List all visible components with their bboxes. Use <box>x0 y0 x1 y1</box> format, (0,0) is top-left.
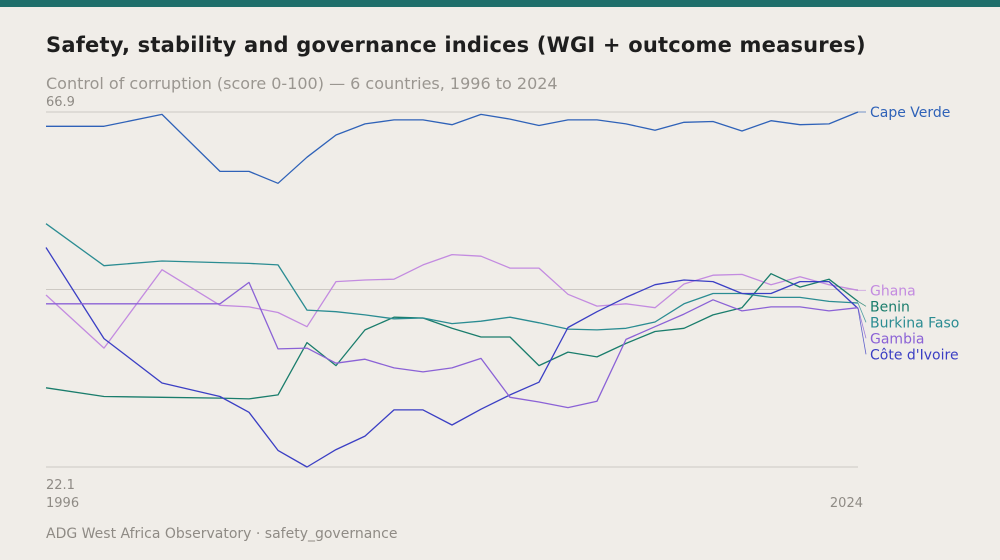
series-line-gambia <box>46 281 859 409</box>
series-label-c-te-d-ivoire: Côte d'Ivoire <box>870 347 959 363</box>
chart-title: Safety, stability and governance indices… <box>46 33 866 57</box>
series-line-c-te-d-ivoire <box>45 247 859 468</box>
series-line-benin <box>45 273 859 400</box>
series-label-gambia: Gambia <box>870 331 924 347</box>
x-tick-label-start: 1996 <box>46 496 79 511</box>
series-line-cape-verde <box>46 111 859 184</box>
series-line-burkina-faso <box>45 223 859 331</box>
leader-line-burkina-faso <box>857 302 867 323</box>
leader-line-c-te-d-ivoire <box>857 308 867 355</box>
y-tick-label-max: 66.9 <box>46 95 75 110</box>
series-label-ghana: Ghana <box>870 283 916 299</box>
y-tick-label-min: 22.1 <box>46 478 75 493</box>
series-line-ghana <box>45 253 859 349</box>
leader-line-benin <box>857 301 867 307</box>
x-tick-label-end: 2024 <box>830 496 863 511</box>
top-accent-bar <box>0 0 1000 7</box>
source-footer: ADG West Africa Observatory · safety_gov… <box>46 526 398 542</box>
series-label-benin: Benin <box>870 299 910 315</box>
chart-subtitle: Control of corruption (score 0-100) — 6 … <box>46 74 558 93</box>
series-label-burkina-faso: Burkina Faso <box>870 315 959 331</box>
leader-line-gambia <box>857 307 867 339</box>
series-label-cape-verde: Cape Verde <box>870 105 950 121</box>
